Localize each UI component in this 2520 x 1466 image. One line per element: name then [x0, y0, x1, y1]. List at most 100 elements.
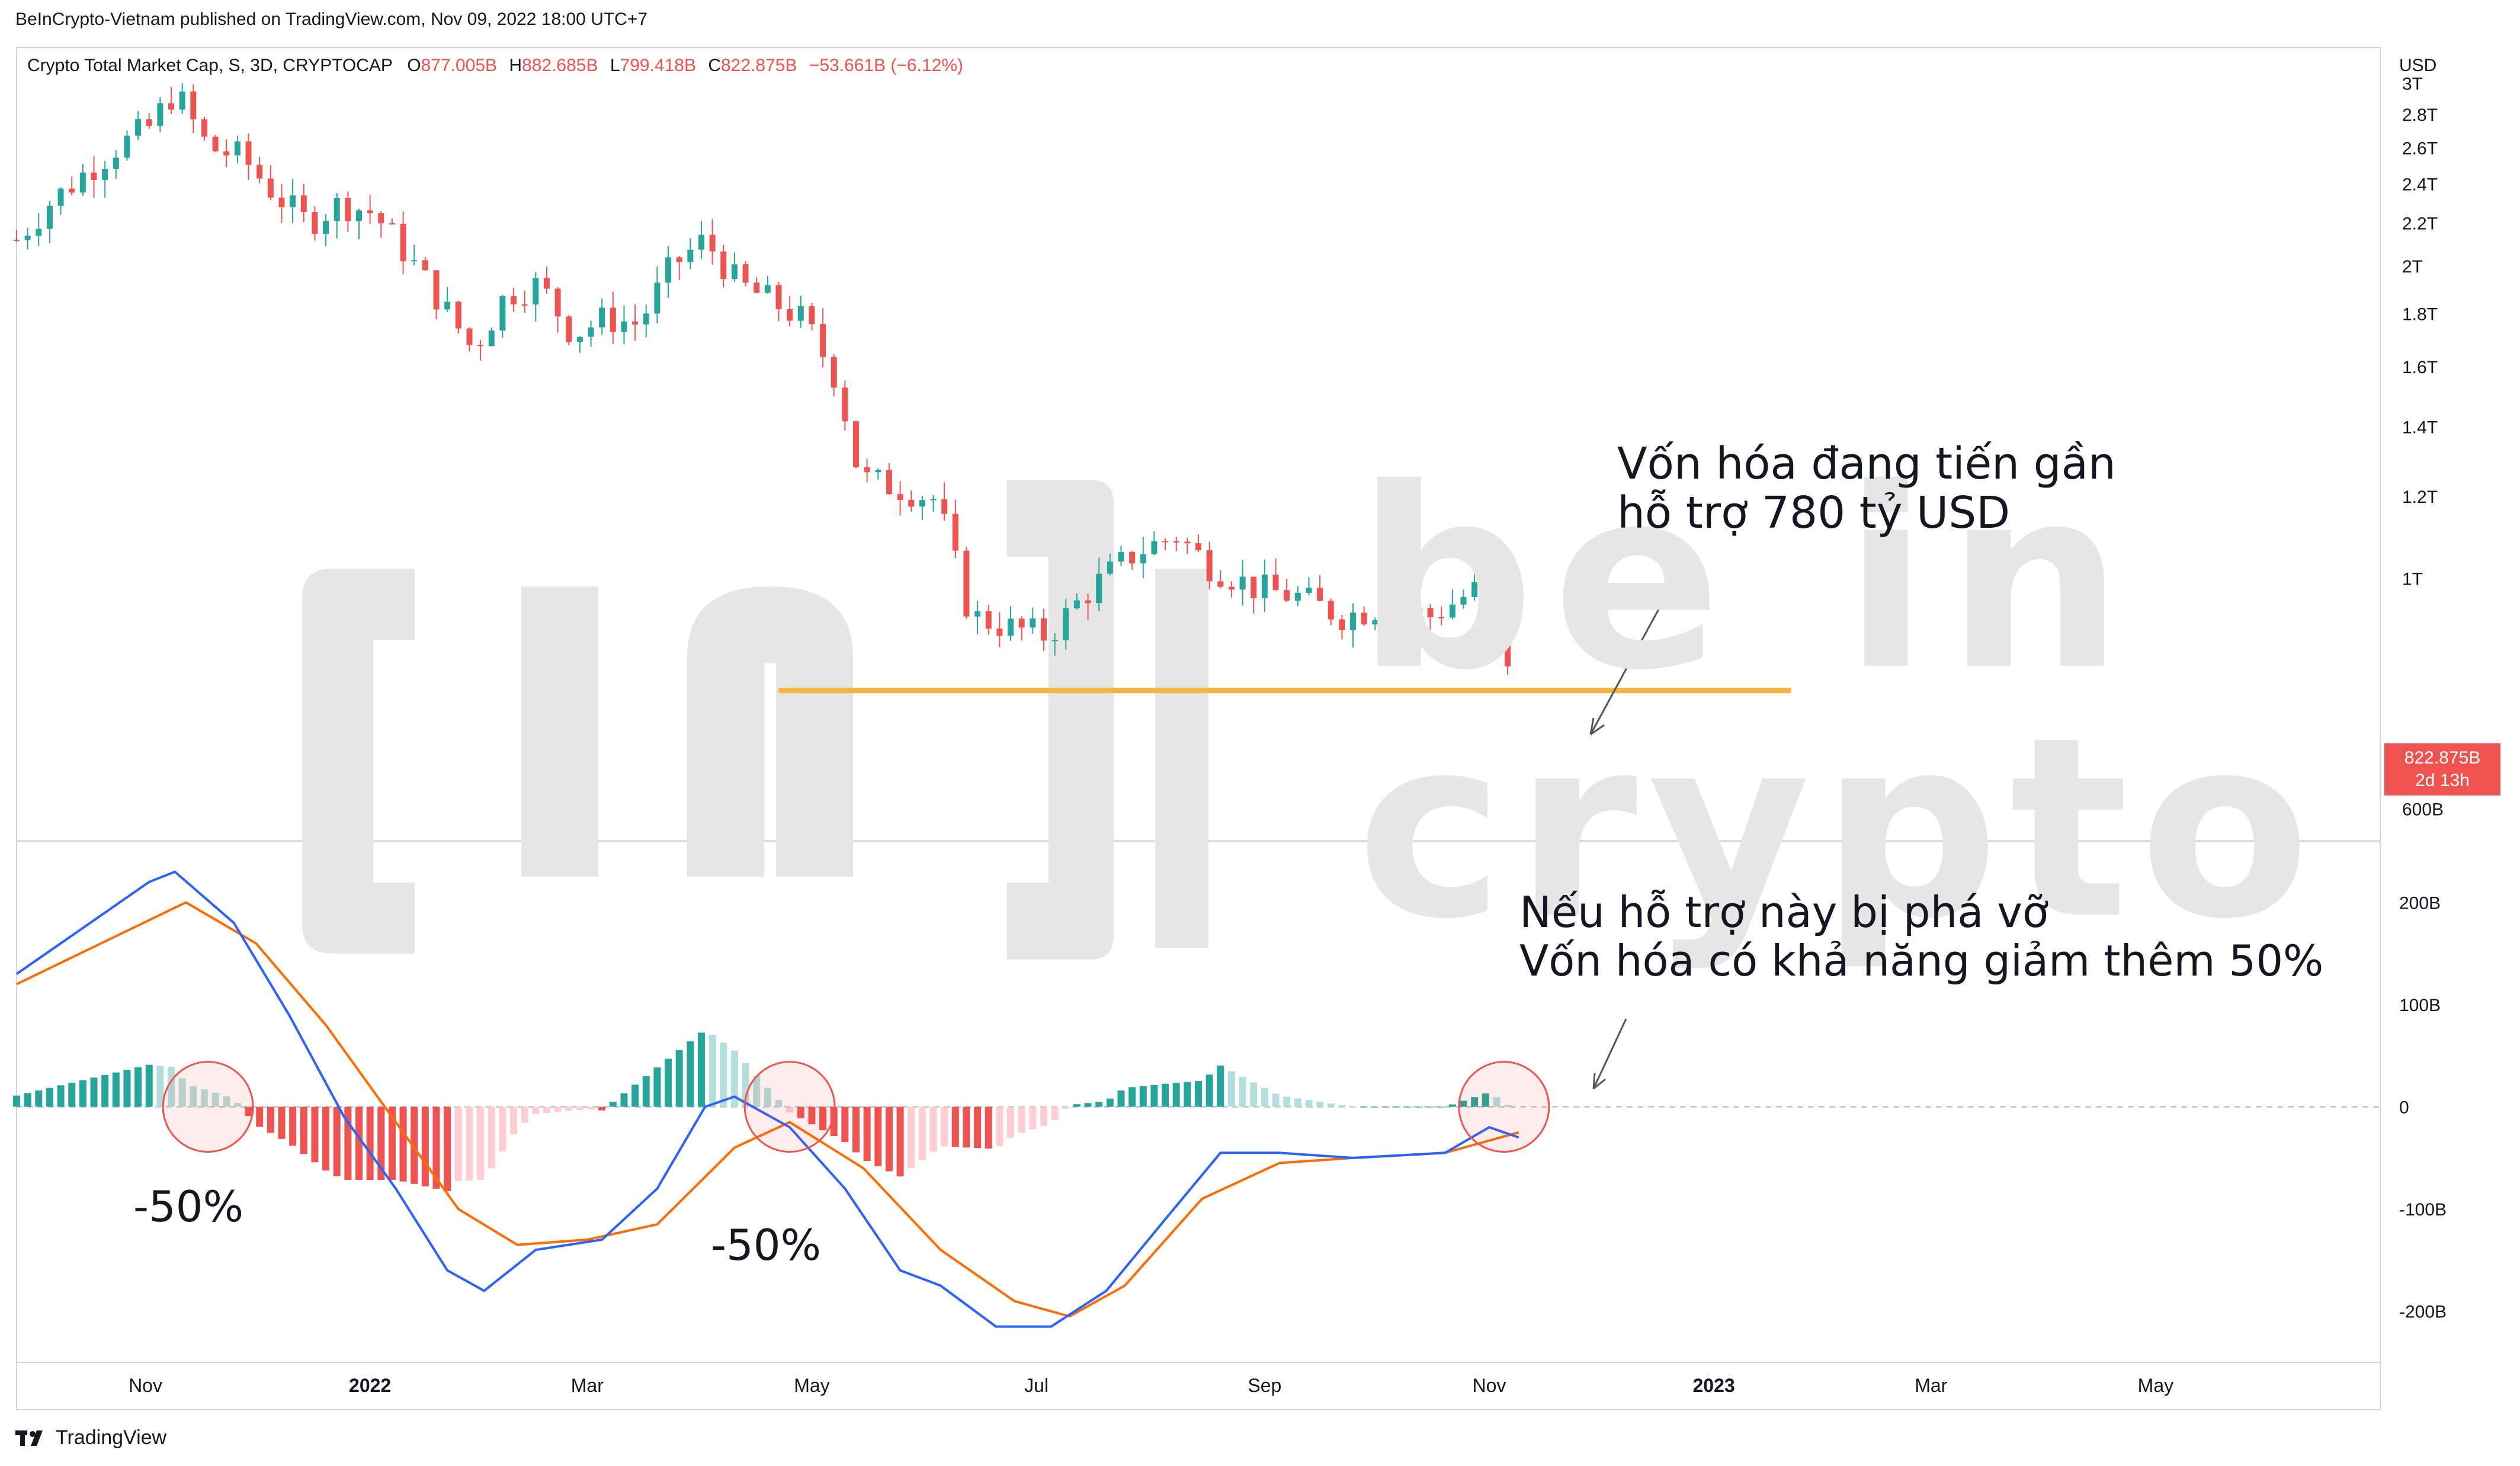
candle-body: [24, 235, 31, 240]
histogram-bar: [1128, 1087, 1136, 1107]
tradingview-brand[interactable]: TradingView: [15, 1426, 166, 1449]
bar-countdown: 2d 13h: [2415, 771, 2470, 790]
candle-body: [1394, 611, 1400, 619]
candle-body: [378, 213, 384, 223]
candle-body: [787, 309, 793, 321]
histogram-bar: [1018, 1106, 1025, 1133]
macd-histogram: [13, 1032, 1512, 1191]
histogram-bar: [1415, 1106, 1423, 1108]
histogram-bar: [797, 1106, 804, 1119]
candle-body: [941, 499, 948, 514]
histogram-bar: [1448, 1104, 1456, 1107]
time-axis[interactable]: Nov 2022 Mar May Jul Sep Nov 2023 Mar May: [129, 1375, 2173, 1396]
candle-body: [1085, 600, 1091, 604]
candle-body: [323, 221, 329, 234]
histogram-bar: [333, 1106, 341, 1176]
candle-body: [1040, 618, 1047, 641]
watermark-crypto: crypto: [1357, 684, 2321, 974]
histogram-bar: [1305, 1100, 1313, 1107]
candle-body: [919, 500, 925, 507]
time-tick-label: 2022: [349, 1375, 391, 1396]
candle-body: [355, 210, 362, 222]
price-tick-label: 2.8T: [2402, 105, 2438, 125]
price-tick-label: 1.4T: [2402, 418, 2438, 438]
candle-body: [886, 470, 892, 495]
price-axis[interactable]: 600B 1T 1.2T 1.4T 1.6T 1.8T 2T 2.2T 2.4T 2.6T 2.8T…: [2399, 75, 2447, 1322]
candle-body: [1140, 554, 1146, 564]
candle-body: [190, 91, 197, 120]
histogram-bar: [1051, 1106, 1059, 1120]
histogram-bar: [1393, 1106, 1401, 1108]
candle-body: [952, 514, 958, 551]
histogram-bar: [510, 1106, 518, 1134]
histogram-bar: [1073, 1104, 1081, 1107]
price-tick-label: 1T: [2402, 570, 2423, 589]
support-arrow-head: [1589, 717, 1605, 736]
published-line: BeInCrypto-Vietnam published on TradingV…: [15, 9, 648, 29]
candle-body: [499, 296, 506, 331]
candle-body: [742, 264, 749, 283]
histogram-bar: [587, 1106, 595, 1110]
price-tick-label: 1.6T: [2402, 358, 2438, 377]
symbol-title: Crypto Total Market Cap, S, 3D, CRYPTOCA…: [27, 56, 393, 75]
histogram-bar: [1426, 1106, 1434, 1108]
price-tick-label: 1.8T: [2402, 304, 2438, 324]
histogram-bar: [112, 1072, 120, 1107]
candle-body: [720, 251, 727, 279]
histogram-bar: [742, 1063, 749, 1107]
histogram-bar: [620, 1093, 628, 1107]
watermark-left-bracket: [302, 569, 415, 954]
histogram-bar: [1316, 1102, 1324, 1107]
candle-body: [1339, 619, 1345, 631]
candle-body: [875, 470, 881, 473]
histogram-bar: [963, 1106, 970, 1148]
candle-body: [466, 328, 473, 345]
histogram-bar: [46, 1088, 53, 1107]
candle-body: [113, 158, 119, 169]
candle-body: [1471, 582, 1478, 597]
support-arrow: [1589, 565, 1684, 735]
candle-body: [1162, 541, 1169, 543]
candle-body: [477, 345, 484, 347]
candle-body: [1051, 640, 1058, 641]
candle-body: [444, 301, 451, 310]
candle-body: [46, 206, 53, 229]
candle-body: [1129, 551, 1136, 564]
histogram-bar: [1360, 1106, 1368, 1108]
histogram-bar: [908, 1106, 915, 1169]
plot-border: [16, 47, 2381, 1410]
candle-body: [842, 387, 848, 422]
candle-body: [1118, 551, 1124, 562]
histogram-bar: [1261, 1088, 1268, 1107]
candle-body: [676, 257, 682, 262]
candle-body: [1493, 570, 1500, 578]
candle-body: [411, 260, 418, 262]
break-arrow-head: [1592, 1073, 1606, 1090]
symbol-legend[interactable]: Crypto Total Market Cap, S, 3D, CRYPTOCA…: [27, 56, 970, 76]
histogram-bar: [730, 1050, 738, 1107]
histogram-bar: [1382, 1106, 1390, 1108]
histogram-bar: [720, 1042, 727, 1107]
histogram-bar: [190, 1086, 197, 1107]
change-value: −53.661B (−6.12%): [809, 56, 963, 75]
candle-body: [345, 198, 351, 222]
high-value: 882.685B: [522, 56, 598, 75]
histogram-bar: [411, 1106, 418, 1184]
candle-body: [1096, 573, 1102, 604]
histogram-bar: [554, 1106, 562, 1112]
candle-body: [533, 278, 539, 305]
histogram-bar: [1139, 1086, 1147, 1107]
candle-body: [543, 278, 550, 289]
candle-body: [963, 550, 970, 617]
candle-body: [1261, 575, 1268, 599]
candle-body: [1107, 562, 1113, 574]
candle-body: [36, 229, 42, 236]
histogram-bar: [233, 1103, 241, 1107]
histogram-bar: [532, 1106, 540, 1114]
candle-body: [797, 306, 804, 321]
histogram-bar: [377, 1106, 385, 1180]
histogram-bar: [13, 1095, 20, 1107]
histogram-bar: [653, 1067, 661, 1107]
candle-body: [1294, 592, 1301, 601]
price-tick-label: 2T: [2402, 257, 2423, 277]
